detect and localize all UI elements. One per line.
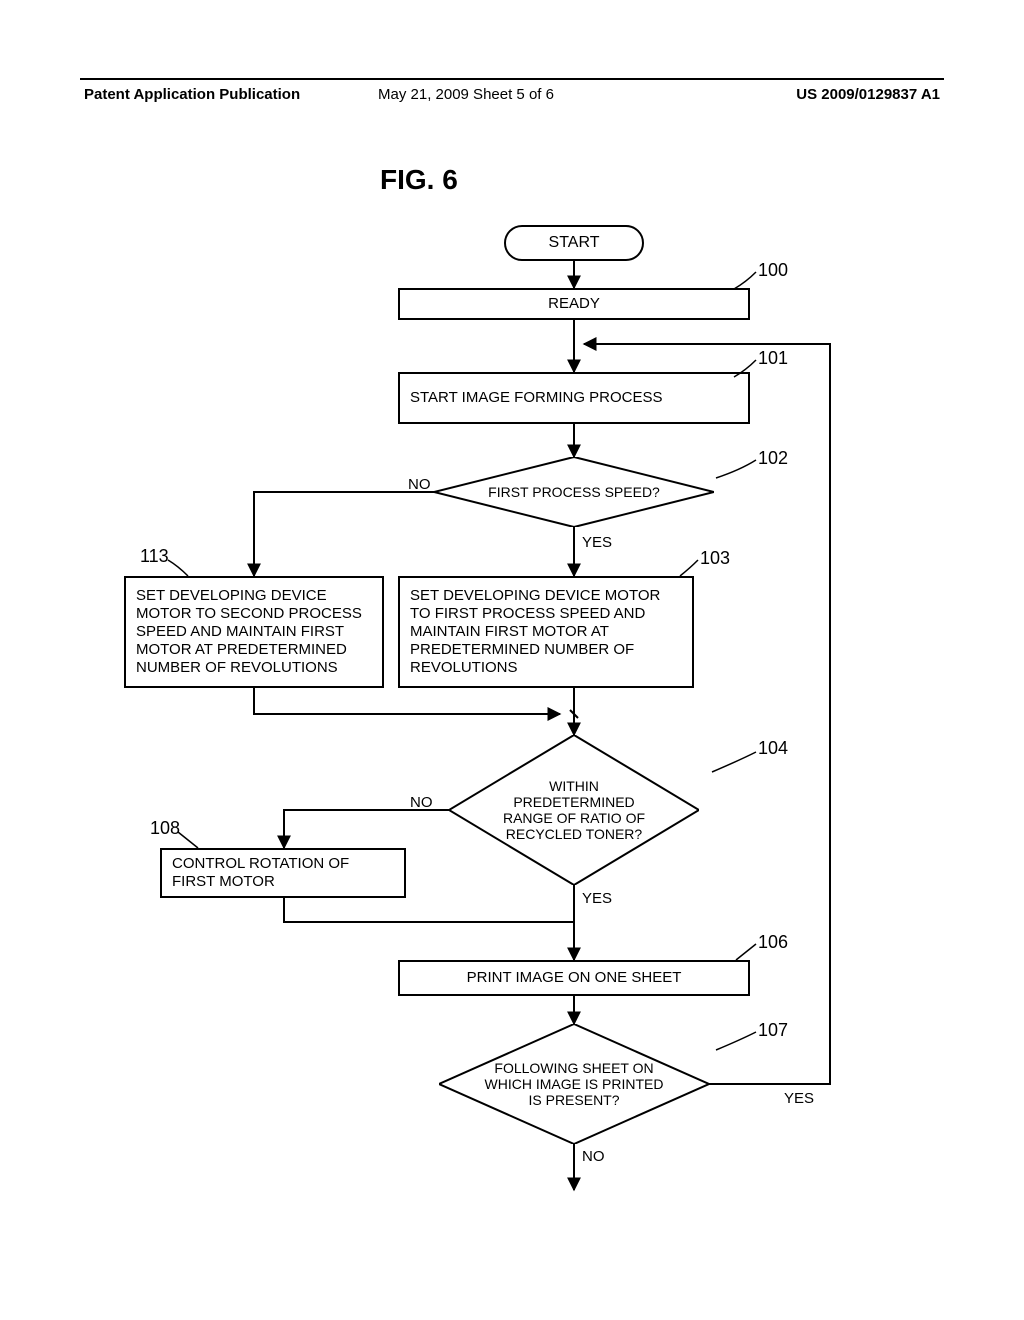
node-print-one: PRINT IMAGE ON ONE SHEET (398, 960, 750, 996)
ref-d-follow: 107 (758, 1020, 788, 1041)
edge-d-speed-yes: YES (582, 534, 612, 551)
node-ctrl-rot-label: CONTROL ROTATION OF FIRST MOTOR (172, 855, 394, 891)
edge-d-speed-no: NO (408, 476, 431, 493)
page: Patent Application Publication May 21, 2… (0, 0, 1024, 1320)
node-d-speed-label: FIRST PROCESS SPEED? (488, 484, 660, 500)
node-set-second-label: SET DEVELOPING DEVICE MOTOR TO SECOND PR… (136, 587, 372, 677)
header-center: May 21, 2009 Sheet 5 of 6 (378, 86, 554, 103)
ref-set-first: 103 (700, 548, 730, 569)
edge-d-follow-no: NO (582, 1148, 605, 1165)
node-set-second: SET DEVELOPING DEVICE MOTOR TO SECOND PR… (124, 576, 384, 688)
header-right: US 2009/0129837 A1 (796, 86, 940, 103)
ref-startproc: 101 (758, 348, 788, 369)
header-rule (80, 78, 944, 80)
ref-d-speed: 102 (758, 448, 788, 469)
node-d-speed: FIRST PROCESS SPEED? (434, 457, 714, 527)
edge-d-ratio-yes: YES (582, 890, 612, 907)
ref-ready: 100 (758, 260, 788, 281)
node-set-first-label: SET DEVELOPING DEVICE MOTOR TO FIRST PRO… (410, 587, 682, 677)
node-set-first: SET DEVELOPING DEVICE MOTOR TO FIRST PRO… (398, 576, 694, 688)
node-print-one-label: PRINT IMAGE ON ONE SHEET (467, 969, 682, 987)
ref-d-ratio: 104 (758, 738, 788, 759)
node-startproc-label: START IMAGE FORMING PROCESS (410, 389, 663, 407)
node-startproc: START IMAGE FORMING PROCESS (398, 372, 750, 424)
ref-ctrl-rot: 108 (150, 818, 180, 839)
edge-d-ratio-no: NO (410, 794, 433, 811)
figure-title: FIG. 6 (380, 164, 458, 196)
node-ready-label: READY (548, 295, 600, 313)
header-left: Patent Application Publication (84, 86, 300, 103)
node-d-ratio-label: WITHIN PREDETERMINED RANGE OF RATIO OF R… (489, 778, 659, 842)
edge-d-follow-yes: YES (784, 1090, 814, 1107)
node-d-ratio: WITHIN PREDETERMINED RANGE OF RATIO OF R… (449, 735, 699, 885)
node-ctrl-rot: CONTROL ROTATION OF FIRST MOTOR (160, 848, 406, 898)
node-start-label: START (549, 234, 600, 252)
node-d-follow: FOLLOWING SHEET ON WHICH IMAGE IS PRINTE… (439, 1024, 709, 1144)
ref-print-one: 106 (758, 932, 788, 953)
node-start: START (504, 225, 644, 261)
node-ready: READY (398, 288, 750, 320)
ref-set-second: 113 (140, 546, 169, 567)
node-d-follow-label: FOLLOWING SHEET ON WHICH IMAGE IS PRINTE… (479, 1060, 669, 1108)
